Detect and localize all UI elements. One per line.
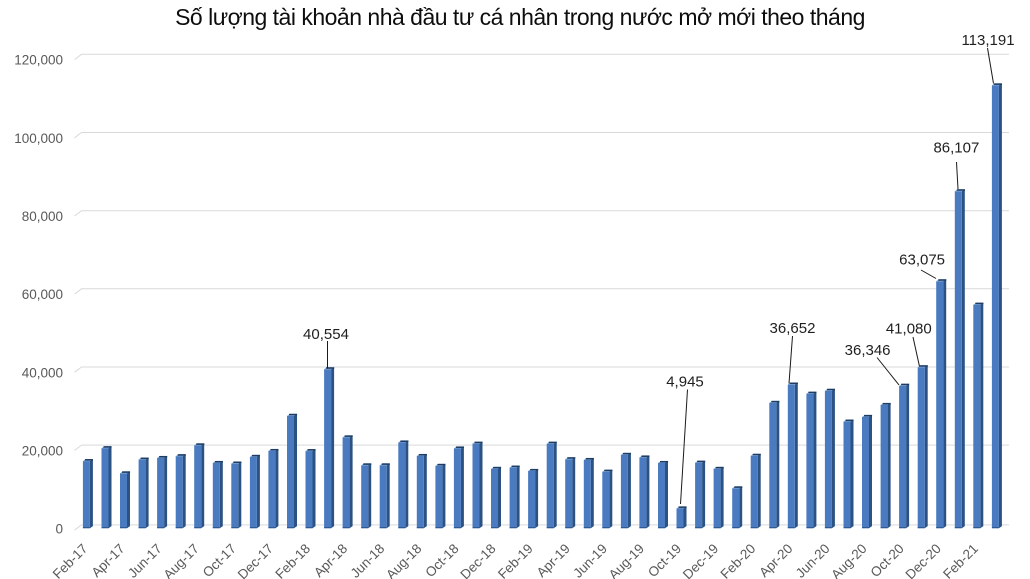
svg-text:Apr-17: Apr-17 [88,541,127,579]
svg-text:Jun-20: Jun-20 [793,541,833,579]
svg-text:Aug-19: Aug-19 [606,541,647,579]
svg-text:100,000: 100,000 [14,131,63,146]
svg-text:120,000: 120,000 [14,53,63,68]
svg-text:Dec-17: Dec-17 [235,541,276,579]
svg-text:41,080: 41,080 [886,321,932,338]
svg-text:Aug-20: Aug-20 [828,541,869,579]
svg-text:Feb-18: Feb-18 [272,541,313,579]
svg-text:20,000: 20,000 [22,443,63,458]
svg-text:0: 0 [55,522,63,537]
svg-text:40,554: 40,554 [303,326,349,343]
svg-text:Dec-20: Dec-20 [903,541,944,579]
svg-text:86,107: 86,107 [933,139,979,156]
svg-text:36,652: 36,652 [770,320,816,337]
svg-text:113,191: 113,191 [961,32,1014,49]
svg-text:Feb-20: Feb-20 [718,541,759,579]
svg-text:80,000: 80,000 [22,209,63,224]
svg-text:Apr-18: Apr-18 [311,541,350,579]
svg-text:60,000: 60,000 [22,287,63,302]
svg-text:Apr-20: Apr-20 [756,541,795,579]
svg-text:40,000: 40,000 [22,365,63,380]
svg-text:Feb-19: Feb-19 [495,541,536,579]
svg-text:Dec-18: Dec-18 [457,541,498,579]
svg-text:36,346: 36,346 [845,342,891,359]
svg-text:63,075: 63,075 [899,252,945,269]
svg-text:Oct-18: Oct-18 [422,541,461,579]
svg-text:Jun-17: Jun-17 [125,541,165,579]
svg-text:Feb-21: Feb-21 [940,541,981,579]
svg-text:Oct-17: Oct-17 [200,541,239,579]
svg-text:Jun-19: Jun-19 [570,541,610,579]
svg-text:Aug-18: Aug-18 [383,541,424,579]
svg-text:Dec-19: Dec-19 [680,541,721,579]
svg-text:4,945: 4,945 [666,373,704,390]
svg-text:Aug-17: Aug-17 [161,541,202,579]
svg-text:Apr-19: Apr-19 [534,541,573,579]
svg-text:Oct-20: Oct-20 [868,541,907,579]
svg-text:Feb-17: Feb-17 [50,541,91,579]
svg-text:Oct-19: Oct-19 [645,541,684,579]
svg-text:Jun-18: Jun-18 [348,541,388,579]
